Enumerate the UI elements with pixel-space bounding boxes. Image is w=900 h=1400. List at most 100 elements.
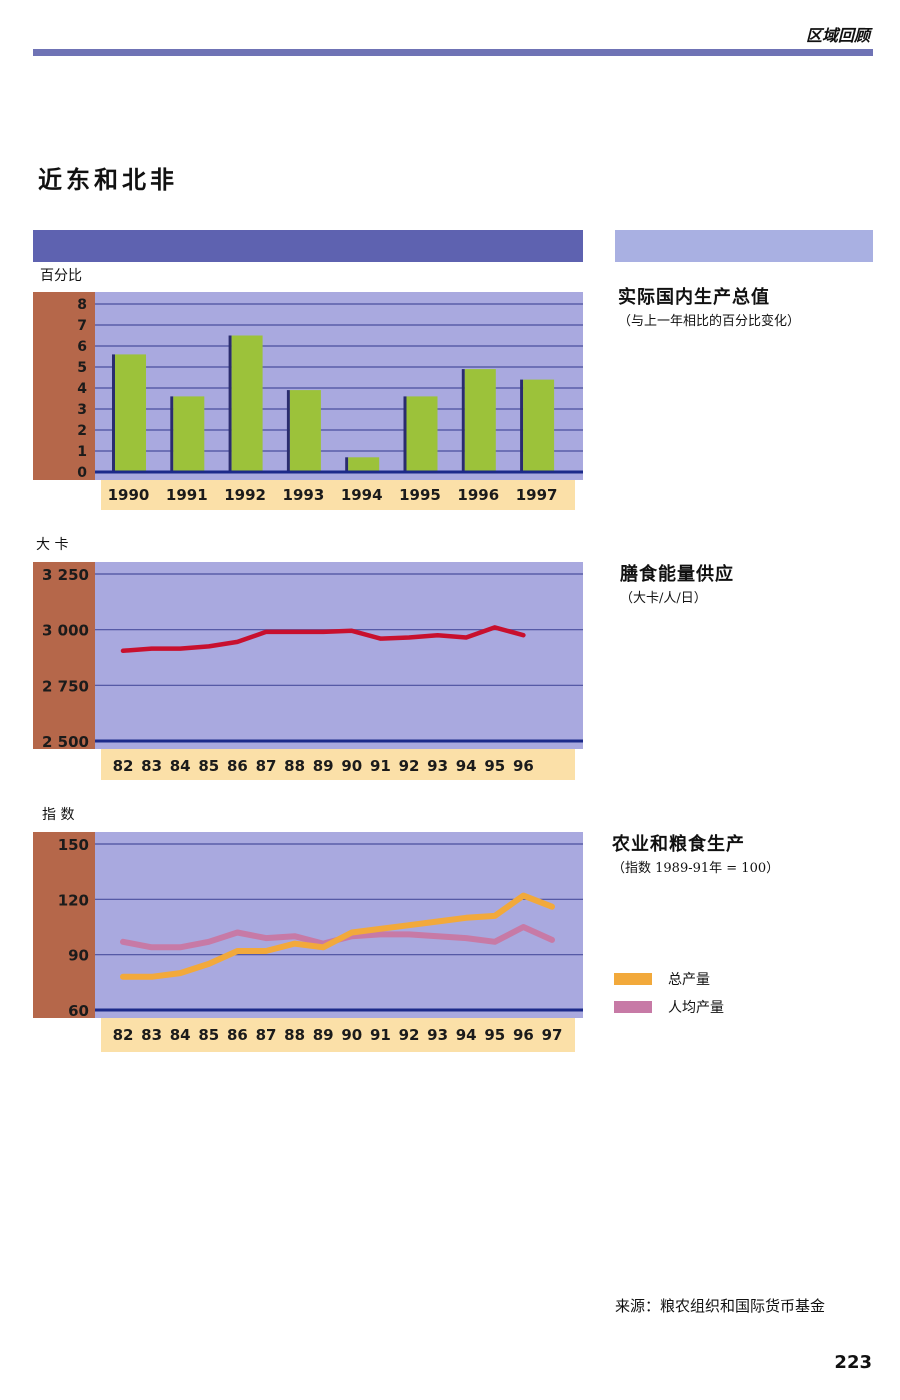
y-tick-label: 3 250 [42, 566, 89, 584]
legend-item-percapita: 人均产量 [614, 996, 724, 1018]
bar-1991 [173, 396, 205, 472]
x-tick-label: 1990 [108, 486, 150, 504]
bar-shadow [461, 369, 465, 472]
agri-description: 农业和粮食生产 （指数 1989-91年 = 100） [612, 830, 779, 876]
y-tick-label: 2 [77, 423, 87, 439]
bar-1993 [289, 390, 321, 472]
gdp-title: 实际国内生产总值 [618, 287, 770, 308]
y-tick-label: 2 500 [42, 733, 89, 751]
gdp-description: 实际国内生产总值 （与上一年相比的百分比变化） [618, 283, 800, 329]
x-label-band [101, 1018, 575, 1052]
x-tick-label: 95 [484, 757, 505, 775]
bar-1992 [231, 335, 263, 472]
y-tick-label: 120 [58, 891, 89, 909]
y-axis-panel [33, 562, 95, 749]
x-tick-label: 1992 [224, 486, 266, 504]
bar-shadow [286, 390, 290, 472]
plot-area [95, 832, 583, 1018]
plot-area [95, 292, 583, 480]
bar-1995 [406, 396, 438, 472]
x-tick-label: 89 [313, 1026, 334, 1044]
bar-1990 [115, 354, 146, 472]
y-tick-label: 8 [77, 297, 87, 313]
y-tick-label: 7 [77, 318, 87, 334]
header-rule [33, 49, 873, 56]
x-tick-label: 1991 [166, 486, 208, 504]
bar-shadow [345, 457, 349, 472]
x-tick-label: 93 [427, 1026, 448, 1044]
legend-swatch-percapita [614, 1001, 652, 1013]
x-tick-label: 1994 [341, 486, 383, 504]
y-tick-label: 150 [58, 836, 89, 854]
y-tick-label: 6 [77, 339, 87, 355]
x-tick-label: 82 [113, 1026, 134, 1044]
energy-subtitle: （大卡/人/日） [620, 591, 707, 606]
x-tick-label: 86 [227, 757, 248, 775]
bar-shadow [228, 335, 232, 472]
x-tick-label: 88 [284, 1026, 305, 1044]
agri-unit-label: 指 数 [42, 807, 75, 823]
x-tick-label: 83 [141, 757, 162, 775]
x-tick-label: 86 [227, 1026, 248, 1044]
y-tick-label: 4 [77, 381, 87, 397]
x-tick-label: 88 [284, 757, 305, 775]
bar-shadow [520, 379, 524, 472]
x-tick-label: 1997 [516, 486, 558, 504]
agri-subtitle: （指数 1989-91年 = 100） [612, 861, 780, 876]
x-tick-label: 1996 [457, 486, 499, 504]
x-tick-label: 97 [542, 1026, 563, 1044]
x-tick-label: 84 [170, 1026, 191, 1044]
description-header-band [615, 230, 873, 262]
x-tick-label: 85 [198, 1026, 219, 1044]
y-tick-label: 0 [77, 465, 87, 481]
x-tick-label: 91 [370, 757, 391, 775]
agri-line-chart: 60 90 120 150 82 83 84 85 86 87 88 89 90 91 92 93 94 95 96… [33, 832, 583, 1052]
agri-title: 农业和粮食生产 [612, 834, 745, 855]
x-tick-label: 1995 [399, 486, 441, 504]
x-tick-label: 95 [484, 1026, 505, 1044]
y-tick-label: 3 [77, 402, 87, 418]
energy-title: 膳食能量供应 [620, 564, 734, 585]
x-tick-label: 91 [370, 1026, 391, 1044]
x-tick-label: 90 [341, 1026, 362, 1044]
y-tick-label: 2 750 [42, 677, 89, 695]
x-tick-label: 83 [141, 1026, 162, 1044]
x-tick-label: 87 [256, 757, 277, 775]
legend-label-total: 总产量 [668, 972, 710, 988]
y-tick-label: 1 [77, 444, 87, 460]
y-tick-label: 60 [68, 1002, 89, 1020]
y-tick-label: 90 [68, 947, 89, 965]
x-tick-label: 87 [256, 1026, 277, 1044]
x-tick-label: 82 [113, 757, 134, 775]
x-tick-label: 94 [456, 1026, 477, 1044]
bar-1994 [348, 457, 380, 472]
gdp-bar-chart: 0 1 2 3 4 5 6 7 8 1990 1991 1992 1993 1994 1995 1996 199… [33, 292, 583, 510]
x-tick-label: 92 [399, 757, 420, 775]
chart-header-band [33, 230, 583, 262]
legend-swatch-total [614, 973, 652, 985]
bar-shadow [170, 396, 174, 472]
x-tick-label: 92 [399, 1026, 420, 1044]
bar-1997 [523, 379, 555, 472]
x-tick-label: 90 [341, 757, 362, 775]
agri-legend: 总产量 人均产量 [614, 968, 724, 1018]
section-label: 区域回顾 [805, 26, 870, 45]
x-tick-label: 84 [170, 757, 191, 775]
x-tick-label: 96 [513, 1026, 534, 1044]
x-tick-label: 89 [313, 757, 334, 775]
y-axis-panel [33, 292, 95, 480]
bar-shadow [112, 354, 115, 472]
gdp-subtitle: （与上一年相比的百分比变化） [618, 314, 801, 329]
energy-description: 膳食能量供应 （大卡/人/日） [620, 560, 734, 606]
gdp-unit-label: 百分比 [40, 268, 82, 284]
page-number: 223 [834, 1352, 872, 1373]
x-tick-label: 94 [456, 757, 477, 775]
y-tick-label: 5 [77, 360, 87, 376]
page-title: 近东和北非 [38, 165, 178, 194]
y-axis-panel [33, 832, 95, 1018]
x-label-band [101, 749, 575, 780]
x-label-band [101, 480, 575, 510]
energy-line-chart: 2 500 2 750 3 000 3 250 82 83 84 85 86 87 88 89 90 91… [33, 562, 583, 780]
plot-area [95, 562, 583, 749]
x-tick-label: 1993 [283, 486, 325, 504]
